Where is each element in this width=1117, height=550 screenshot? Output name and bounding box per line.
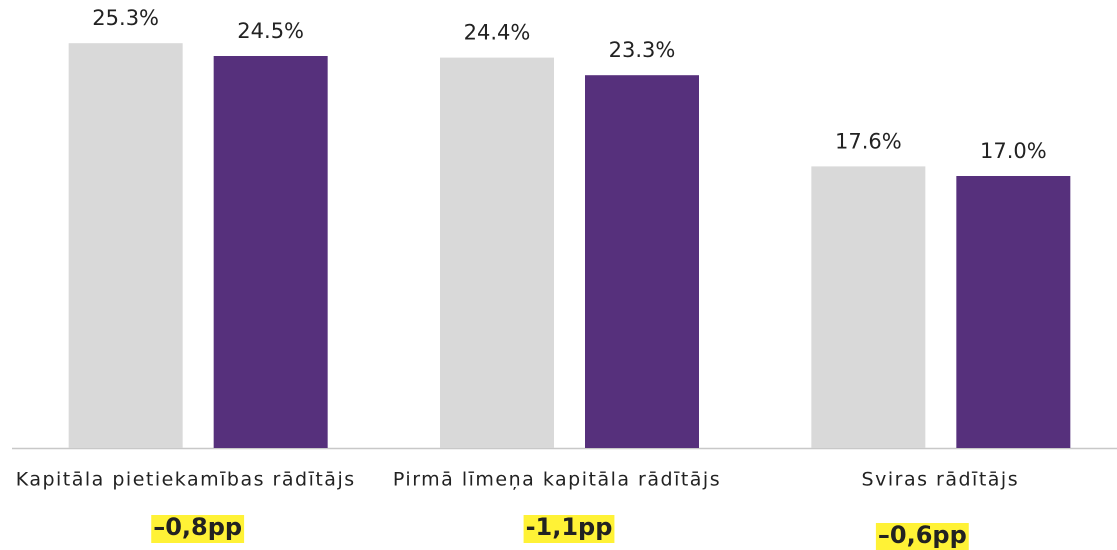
bar bbox=[68, 43, 183, 448]
bar bbox=[213, 56, 328, 448]
bar bbox=[811, 166, 926, 448]
value-label: 17.0% bbox=[980, 139, 1047, 163]
category-label: Pirmā līmeņa kapitāla rādītājs bbox=[393, 469, 721, 491]
value-label: 24.4% bbox=[464, 21, 531, 45]
value-label: 17.6% bbox=[835, 129, 902, 153]
category-label: Kapitāla pietiekamības rādītājs bbox=[16, 469, 356, 491]
bar bbox=[440, 57, 554, 448]
bar bbox=[585, 75, 699, 448]
category-label: Sviras rādītājs bbox=[862, 469, 1020, 491]
annotation: -1,1pp bbox=[526, 513, 613, 541]
annotation: –0,6pp bbox=[878, 521, 967, 549]
annotation-highlight bbox=[875, 523, 969, 550]
value-label: 24.5% bbox=[237, 19, 304, 43]
value-label: 23.3% bbox=[609, 38, 676, 62]
annotation-highlight bbox=[151, 515, 245, 543]
bar bbox=[956, 176, 1071, 448]
annotation-highlight bbox=[523, 515, 615, 543]
value-label: 25.3% bbox=[92, 6, 159, 30]
annotation: –0,8pp bbox=[153, 513, 242, 541]
